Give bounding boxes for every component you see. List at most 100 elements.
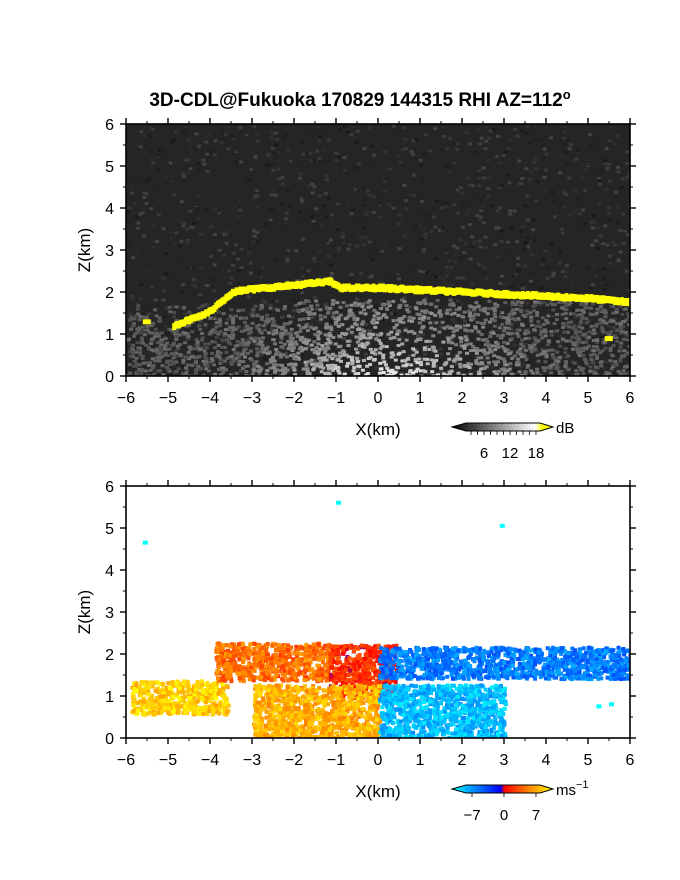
noise-pixel — [263, 222, 268, 226]
haze-pixel — [418, 360, 423, 364]
noise-pixel — [271, 216, 276, 220]
noise-pixel — [247, 251, 252, 255]
noise-pixel — [376, 169, 381, 173]
haze-pixel — [220, 338, 225, 342]
noise-pixel — [274, 137, 279, 141]
noise-pixel — [552, 199, 557, 203]
velocity-pixel — [228, 650, 233, 655]
noise-pixel — [384, 319, 389, 323]
noise-pixel — [284, 211, 289, 215]
haze-pixel — [601, 338, 606, 342]
velocity-pixel — [224, 697, 229, 702]
noise-pixel — [553, 348, 558, 352]
haze-pixel — [589, 357, 594, 361]
haze-pixel — [377, 351, 382, 355]
reflectivity-x-tick-label: −1 — [327, 390, 345, 407]
noise-pixel — [278, 188, 283, 192]
haze-pixel — [384, 345, 389, 349]
noise-pixel — [168, 356, 173, 360]
noise-pixel — [562, 130, 567, 134]
noise-pixel — [322, 310, 327, 314]
noise-pixel — [249, 168, 254, 172]
haze-pixel — [320, 344, 325, 348]
noise-pixel — [595, 372, 600, 376]
velocity-pixel — [315, 649, 320, 654]
haze-pixel — [154, 348, 159, 352]
noise-pixel — [190, 225, 195, 229]
noise-pixel — [367, 254, 372, 258]
noise-pixel — [426, 372, 431, 376]
haze-pixel — [501, 357, 506, 361]
haze-pixel — [198, 327, 203, 331]
haze-pixel — [566, 367, 571, 371]
haze-pixel — [507, 367, 512, 371]
haze-pixel — [360, 345, 365, 349]
haze-pixel — [464, 329, 469, 333]
haze-pixel — [371, 358, 376, 362]
noise-pixel — [237, 269, 242, 273]
velocity-pixel — [265, 662, 270, 667]
noise-pixel — [154, 369, 159, 373]
noise-pixel — [300, 274, 305, 278]
velocity-pixel — [295, 658, 300, 663]
velocity-pixel — [328, 644, 333, 649]
haze-pixel — [462, 310, 467, 314]
noise-pixel — [184, 242, 189, 246]
noise-pixel — [560, 154, 565, 158]
velocity-pixel — [258, 666, 263, 671]
noise-pixel — [599, 234, 604, 238]
haze-pixel — [161, 373, 166, 376]
noise-pixel — [409, 331, 414, 335]
noise-pixel — [438, 228, 443, 232]
noise-pixel — [336, 155, 341, 159]
noise-pixel — [603, 288, 608, 292]
haze-pixel — [138, 315, 143, 319]
noise-pixel — [195, 167, 200, 171]
haze-pixel — [293, 355, 298, 359]
noise-pixel — [156, 213, 161, 217]
noise-pixel — [311, 256, 316, 260]
haze-pixel — [413, 358, 418, 362]
noise-pixel — [419, 163, 424, 167]
haze-pixel — [485, 340, 490, 344]
velocity-pixel — [299, 652, 304, 657]
noise-pixel — [562, 136, 567, 140]
velocity-pixel — [283, 674, 288, 679]
noise-pixel — [147, 177, 152, 181]
velocity-pixel — [166, 710, 171, 715]
noise-pixel — [569, 283, 574, 287]
noise-pixel — [362, 195, 367, 199]
haze-pixel — [419, 363, 424, 367]
noise-pixel — [560, 231, 565, 235]
noise-pixel — [274, 131, 279, 135]
haze-pixel — [441, 340, 446, 344]
haze-pixel — [204, 360, 209, 364]
haze-pixel — [468, 372, 473, 376]
noise-pixel — [409, 135, 414, 139]
haze-pixel — [507, 312, 512, 316]
noise-pixel — [445, 164, 450, 168]
noise-pixel — [529, 170, 534, 174]
haze-pixel — [225, 338, 230, 342]
noise-pixel — [618, 228, 623, 232]
haze-pixel — [584, 301, 589, 305]
haze-pixel — [229, 326, 234, 330]
noise-pixel — [355, 166, 360, 170]
velocity-pixel — [281, 649, 286, 654]
haze-pixel — [572, 327, 577, 331]
noise-pixel — [315, 311, 320, 315]
haze-pixel — [398, 320, 403, 324]
noise-pixel — [178, 252, 183, 256]
haze-pixel — [458, 362, 463, 366]
noise-pixel — [373, 305, 378, 309]
haze-pixel — [303, 347, 308, 351]
haze-pixel — [262, 328, 267, 332]
haze-pixel — [345, 364, 350, 368]
haze-pixel — [471, 345, 476, 349]
noise-pixel — [310, 319, 315, 323]
haze-pixel — [131, 322, 136, 326]
haze-pixel — [132, 334, 137, 338]
haze-pixel — [129, 327, 134, 331]
noise-pixel — [618, 250, 623, 254]
haze-pixel — [303, 360, 308, 364]
